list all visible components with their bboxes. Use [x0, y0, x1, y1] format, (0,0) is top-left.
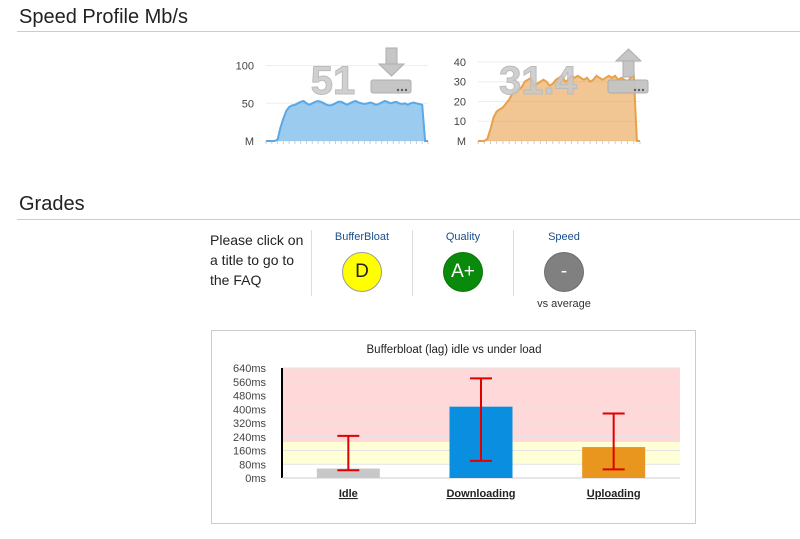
speed-area [266, 101, 428, 141]
quality-title-link[interactable]: Quality [445, 231, 481, 243]
y-tick-label: 80ms [239, 459, 266, 471]
grade-divider [412, 230, 413, 296]
upload-value: 31.4 [499, 59, 578, 103]
x-category-label[interactable]: Uploading [587, 488, 641, 500]
bufferbloat-chart-panel: Bufferbloat (lag) idle vs under load 640m… [211, 330, 696, 524]
speed-line [266, 99, 428, 142]
grade-quality: Quality A+ [413, 230, 513, 292]
y-tick-label: 240ms [233, 432, 267, 444]
bufferbloat-grade-badge: D [342, 252, 382, 292]
y-tick-label: M [457, 136, 466, 148]
speed-profile-divider [17, 31, 800, 32]
y-tick-label: 640ms [233, 363, 267, 375]
y-tick-label: 400ms [233, 404, 267, 416]
speed-profile-title: Speed Profile Mb/s [19, 6, 188, 28]
speed-line [478, 74, 640, 142]
download-icon [370, 47, 412, 94]
speed-title-link[interactable]: Speed [548, 231, 580, 243]
y-tick-label: 40 [454, 57, 466, 69]
y-tick-label: 20 [454, 96, 466, 108]
grade-speed: Speed - vs average [514, 230, 614, 310]
y-tick-label: 10 [454, 116, 466, 128]
y-tick-label: 160ms [233, 446, 267, 458]
speed-grade-subtitle: vs average [537, 298, 591, 310]
x-category-label[interactable]: Downloading [446, 488, 515, 500]
y-tick-label: M [245, 136, 254, 148]
y-tick-label: 480ms [233, 391, 267, 403]
download-speed-chart: 100 50 M 51 [236, 47, 429, 148]
speed-area [478, 75, 640, 141]
grade-divider [311, 230, 312, 296]
y-tick-label: 30 [454, 77, 466, 89]
y-tick-label: 0ms [245, 473, 266, 485]
y-tick-label: 100 [236, 61, 254, 73]
grades-intro-text: Please click on a title to go to the FAQ [210, 232, 304, 288]
grades-divider [17, 219, 800, 220]
chart-title: Bufferbloat (lag) idle vs under load [367, 344, 542, 356]
bufferbloat-title-link[interactable]: BufferBloat [334, 231, 390, 243]
x-category-label[interactable]: Idle [339, 488, 358, 500]
y-tick-label: 320ms [233, 418, 267, 430]
bufferbloat-chart: Bufferbloat (lag) idle vs under load 640m… [233, 344, 680, 500]
error-bar-downloading [470, 377, 492, 462]
quality-grade-badge: A+ [443, 252, 483, 292]
grade-bufferbloat: BufferBloat D [312, 230, 412, 292]
y-tick-label: 560ms [233, 377, 267, 389]
grades-title: Grades [19, 193, 85, 215]
download-value: 51 [311, 59, 356, 103]
upload-speed-chart: 40 30 20 10 M 31.4 [454, 48, 649, 148]
y-tick-label: 50 [242, 98, 254, 110]
error-bar-idle [337, 434, 360, 472]
speed-grade-badge: - [544, 252, 584, 292]
error-bar-uploading [602, 412, 625, 471]
grade-divider [513, 230, 514, 296]
upload-icon [607, 48, 649, 94]
bar-idle [316, 468, 380, 478]
